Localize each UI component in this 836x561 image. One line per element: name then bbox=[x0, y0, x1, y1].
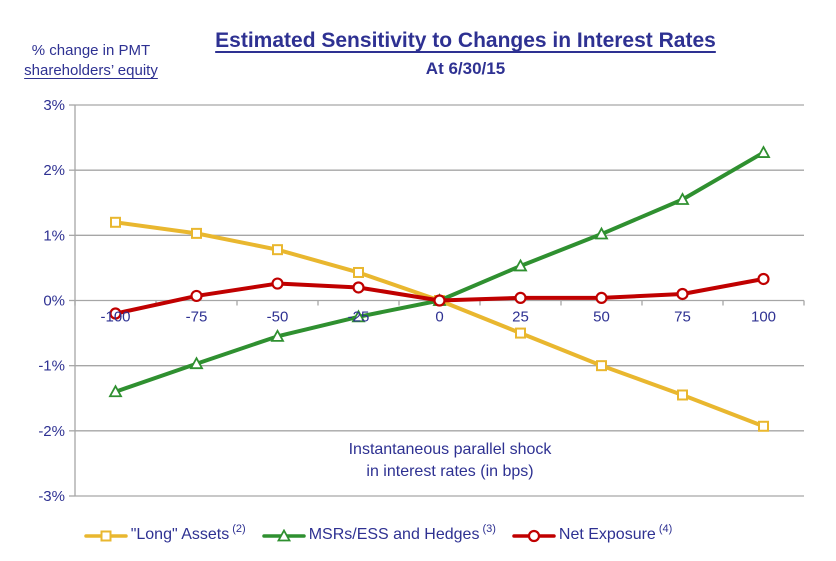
legend-item-long-assets: "Long" Assets (2) bbox=[83, 523, 246, 545]
square-marker-icon bbox=[515, 327, 526, 339]
x-tick-label: 100 bbox=[751, 309, 776, 326]
triangle-marker-icon bbox=[756, 145, 771, 158]
chart-header: Estimated Sensitivity to Changes in Inte… bbox=[95, 29, 836, 79]
legend-circle-icon bbox=[527, 529, 540, 543]
triangle-marker-icon bbox=[513, 258, 528, 272]
square-marker-icon bbox=[596, 360, 607, 372]
square-marker-icon bbox=[272, 244, 283, 256]
circle-marker-icon bbox=[595, 291, 608, 304]
legend-label: Net Exposure bbox=[558, 526, 656, 543]
y-tick-label: -2% bbox=[38, 423, 65, 440]
triangle-marker-icon bbox=[189, 356, 204, 370]
y-axis-title: % change in PMT shareholders’ equity bbox=[2, 41, 180, 81]
circle-marker-icon bbox=[109, 307, 122, 320]
x-tick-label: 25 bbox=[512, 309, 529, 326]
y-tick-label: -3% bbox=[38, 488, 65, 505]
x-tick-label: 75 bbox=[674, 309, 691, 326]
circle-marker-icon bbox=[352, 281, 365, 294]
x-tick-label: 0 bbox=[435, 309, 443, 326]
y-tick-label: 3% bbox=[43, 97, 65, 114]
series-line bbox=[113, 150, 766, 394]
square-marker-icon bbox=[110, 216, 121, 228]
legend-label: "Long" Assets bbox=[130, 526, 230, 543]
y-tick-label: 2% bbox=[43, 162, 65, 179]
square-marker-icon bbox=[758, 420, 769, 432]
legend-triangle-icon bbox=[276, 529, 291, 542]
x-tick-label: 50 bbox=[593, 309, 610, 326]
chart-title: Estimated Sensitivity to Changes in Inte… bbox=[215, 29, 716, 52]
circle-marker-icon bbox=[190, 289, 203, 303]
y-tick-label: 1% bbox=[43, 227, 65, 244]
circle-marker-icon bbox=[676, 287, 689, 301]
long-assets-legend-marker-icon bbox=[83, 530, 128, 542]
x-axis-title-line2: in interest rates (in bps) bbox=[366, 463, 534, 480]
square-marker-icon bbox=[353, 266, 364, 278]
legend-footnote-ref: (4) bbox=[658, 523, 673, 535]
legend-footnote-ref: (2) bbox=[232, 523, 246, 535]
y-axis-title-line1: % change in PMT bbox=[31, 42, 151, 59]
y-tick-label: 0% bbox=[43, 293, 65, 310]
legend-label: MSRs/ESS and Hedges bbox=[308, 526, 480, 543]
x-tick-label: -50 bbox=[267, 309, 289, 326]
triangle-marker-icon bbox=[675, 192, 690, 205]
triangle-marker-icon bbox=[351, 309, 366, 323]
x-tick-label: -25 bbox=[348, 309, 370, 326]
circle-marker-icon bbox=[433, 294, 446, 307]
x-tick-label: -100 bbox=[100, 309, 130, 326]
y-tick-label: -1% bbox=[38, 358, 65, 375]
x-axis-title: Instantaneous parallel shock in interest… bbox=[200, 439, 700, 483]
square-marker-icon bbox=[191, 227, 202, 239]
legend-item-msrs-hedges: MSRs/ESS and Hedges (3) bbox=[261, 523, 496, 545]
y-axis-title-line2: shareholders’ equity bbox=[24, 62, 158, 79]
circle-marker-icon bbox=[514, 291, 527, 304]
triangle-marker-icon bbox=[108, 384, 123, 398]
net-exposure-legend-marker-icon bbox=[512, 529, 556, 543]
triangle-marker-icon bbox=[594, 226, 609, 240]
x-axis-title-line1: Instantaneous parallel shock bbox=[348, 441, 552, 458]
circle-marker-icon bbox=[271, 277, 284, 290]
circle-marker-icon bbox=[757, 272, 770, 286]
x-tick-label: -75 bbox=[186, 309, 208, 326]
legend-item-net-exposure: Net Exposure (4) bbox=[512, 523, 673, 545]
legend-square-icon bbox=[100, 530, 112, 542]
triangle-marker-icon bbox=[270, 328, 285, 342]
chart-subtitle: At 6/30/15 bbox=[425, 59, 506, 78]
msrs-hedges-legend-marker-icon bbox=[261, 529, 306, 542]
legend-footnote-ref: (3) bbox=[482, 523, 496, 535]
chart-legend: "Long" Assets (2) MSRs/ESS and Hedges (3) … bbox=[0, 523, 796, 545]
square-marker-icon bbox=[677, 389, 688, 401]
